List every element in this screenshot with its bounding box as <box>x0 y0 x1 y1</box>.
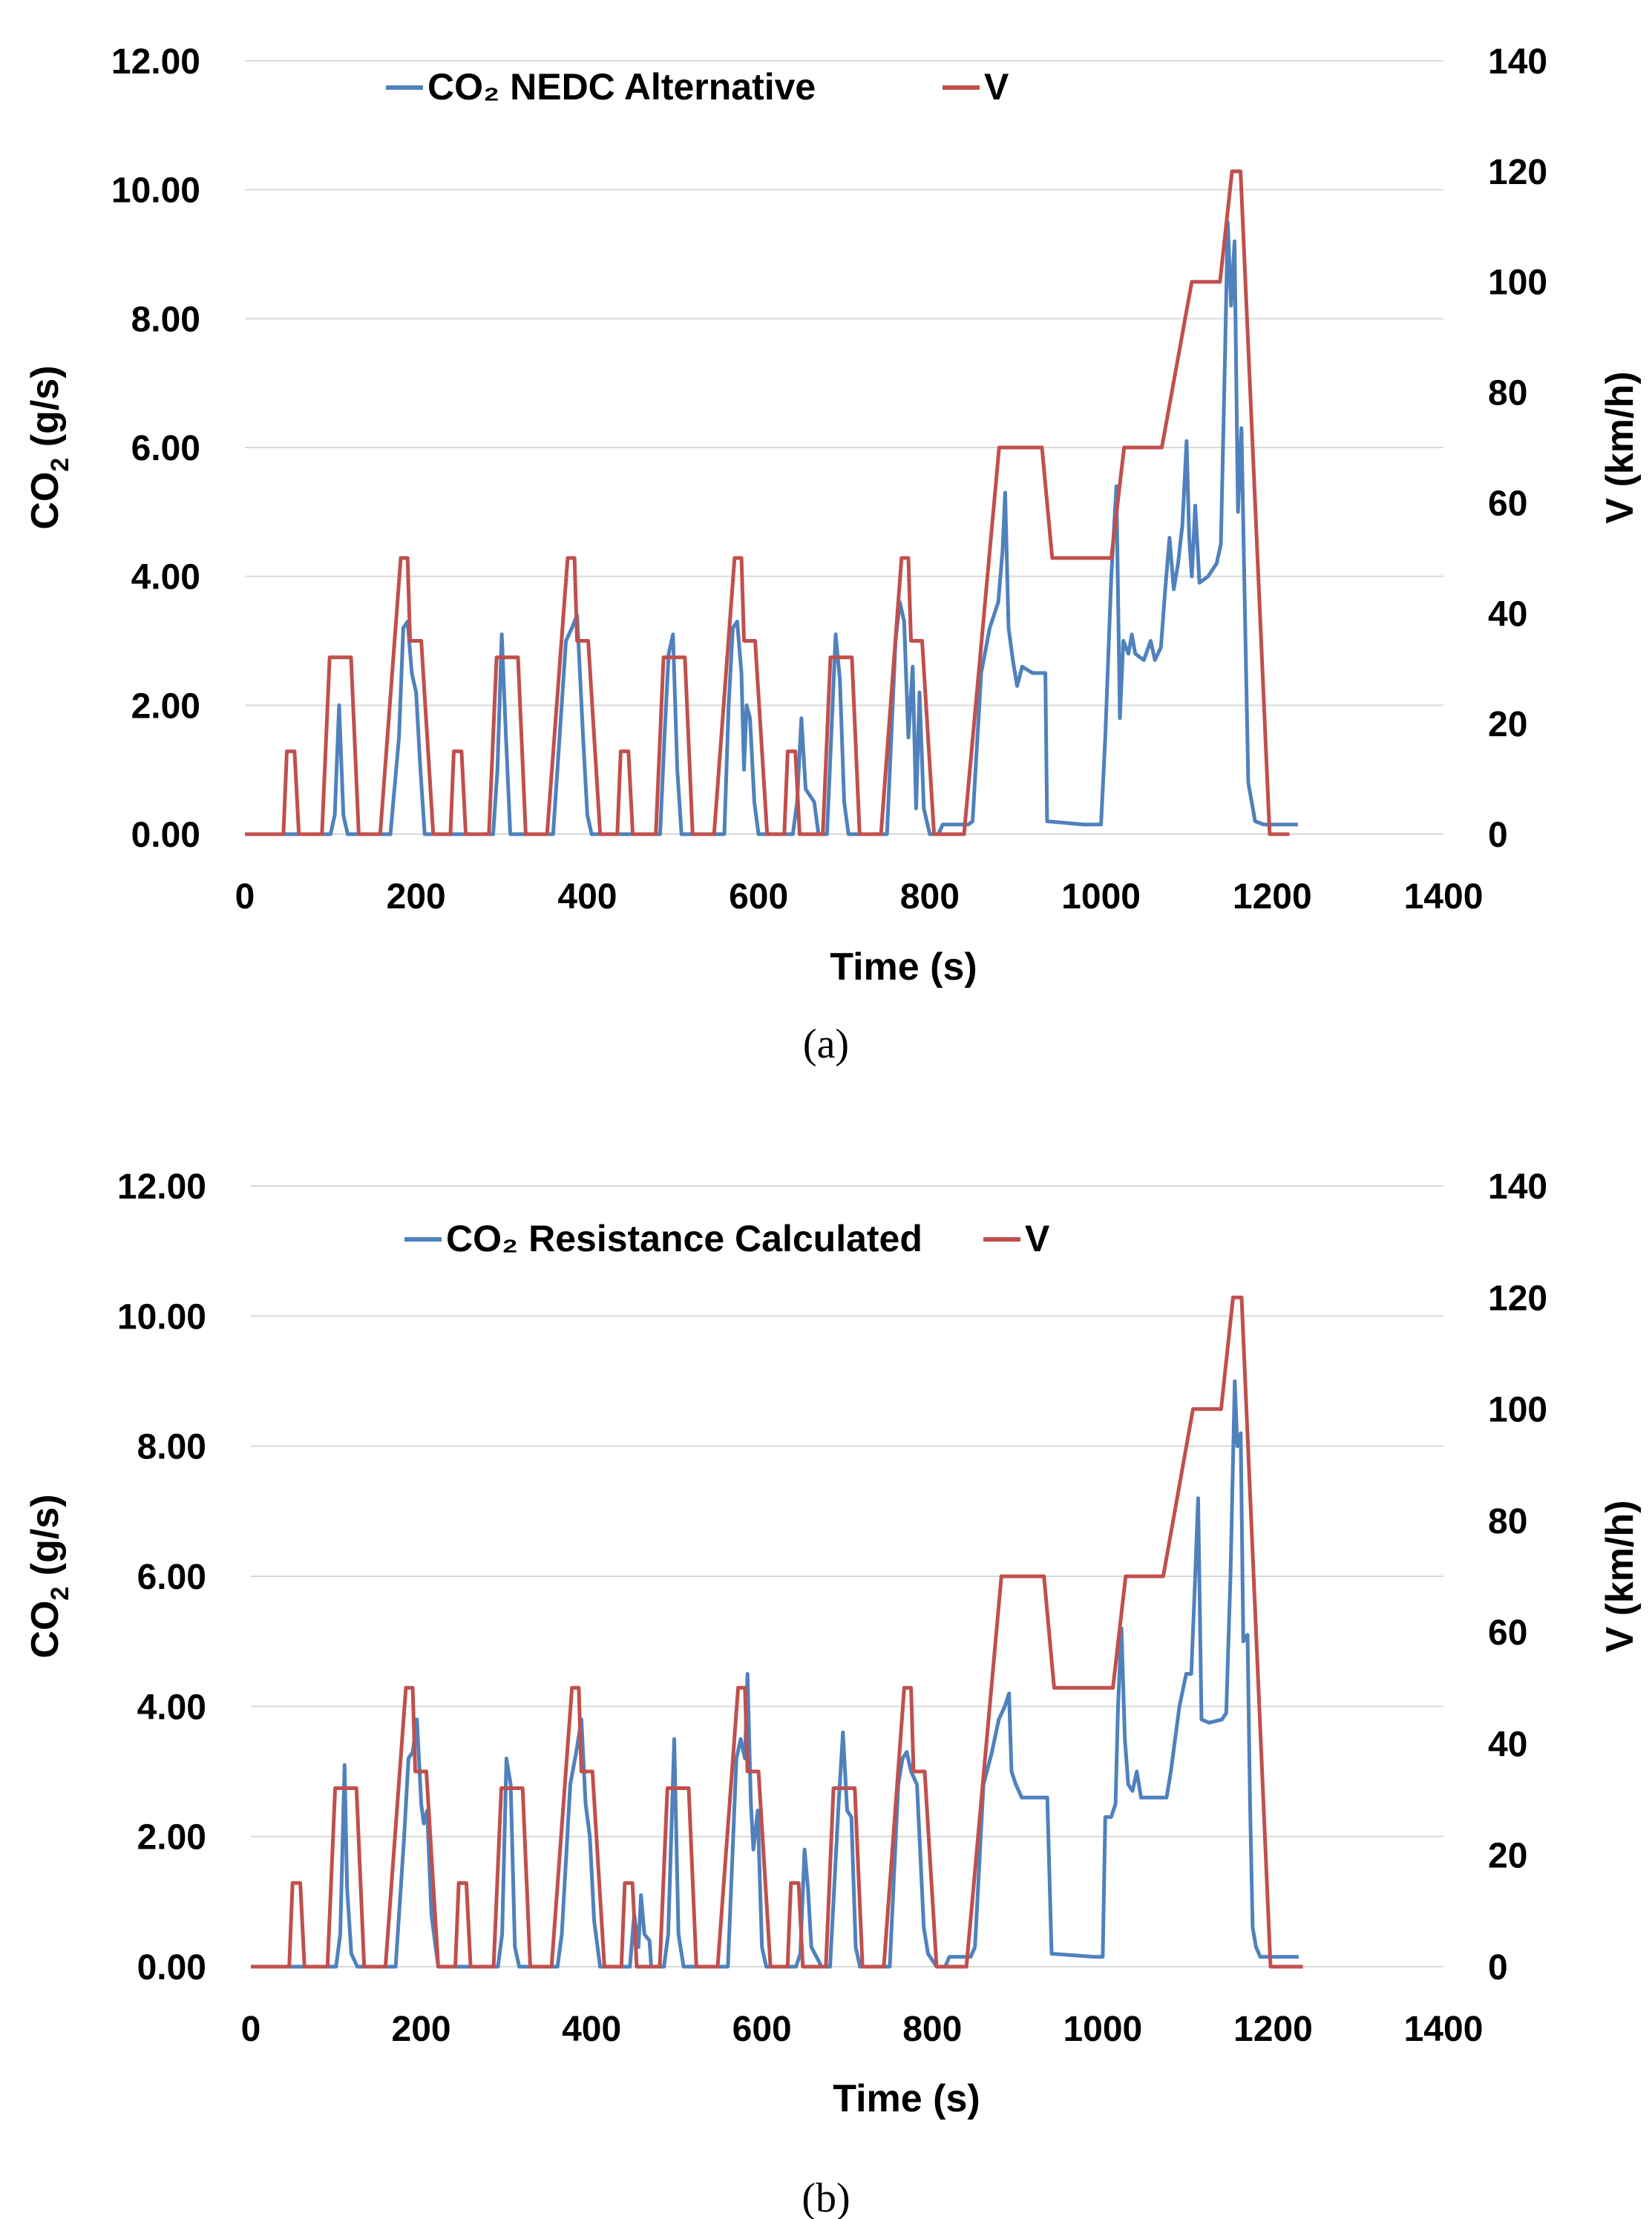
y-tick-label: 10.00 <box>117 1297 206 1337</box>
x-tick-label: 200 <box>392 2010 451 2049</box>
y2-axis-title: V (km/h) <box>1599 1500 1642 1652</box>
y-tick-label: 4.00 <box>137 1688 206 1727</box>
x-tick-label: 0 <box>241 2010 261 2049</box>
y-axis-title-subscript: 2 <box>46 458 74 472</box>
y-tick-label: 6.00 <box>131 429 200 468</box>
y2-tick-label: 80 <box>1488 1502 1527 1541</box>
legend-label-co2: CO₂ NEDC Alternative <box>427 66 816 108</box>
y-axis-title-subscript: 2 <box>46 1587 74 1601</box>
y-tick-label: 0.00 <box>131 816 200 855</box>
y2-tick-label: 100 <box>1488 1391 1547 1430</box>
series-line-speed <box>245 169 1290 836</box>
y2-tick-label: 140 <box>1488 42 1547 82</box>
y-axis-title-unit: (g/s) <box>24 1494 67 1586</box>
y-axis-title: CO2 (g/s) <box>24 1494 74 1658</box>
series-line-co2 <box>251 1379 1299 1969</box>
y2-tick-label: 20 <box>1488 1837 1527 1876</box>
x-tick-label: 600 <box>729 877 788 917</box>
series-line-speed <box>251 1295 1303 1969</box>
y2-tick-label: 140 <box>1488 1167 1547 1207</box>
x-tick-label: 0 <box>235 877 255 917</box>
y-tick-label: 12.00 <box>111 42 200 82</box>
y2-tick-label: 80 <box>1488 374 1527 413</box>
y-tick-label: 8.00 <box>131 300 200 339</box>
y2-axis-title: V (km/h) <box>1599 371 1642 523</box>
series-line-co2 <box>245 220 1298 836</box>
y-tick-label: 8.00 <box>137 1428 206 1467</box>
y2-tick-label: 20 <box>1488 705 1527 744</box>
y-tick-label: 4.00 <box>131 558 200 597</box>
y2-tick-label: 40 <box>1488 594 1527 634</box>
y2-tick-label: 0 <box>1488 816 1508 855</box>
y-axis-title-main: CO <box>24 1601 67 1659</box>
legend-label-co2: CO₂ Resistance Calculated <box>446 1218 922 1259</box>
x-tick-label: 800 <box>900 877 960 917</box>
chart-b: 0.00 2.00 4.00 6.00 8.00 10.00 12.00 0 20 40 60 80 1… <box>0 1113 1652 2219</box>
y2-tick-label: 100 <box>1488 263 1547 303</box>
figure-caption: (a) <box>803 1021 849 1067</box>
x-tick-label: 1400 <box>1404 877 1484 917</box>
y2-tick-label: 120 <box>1488 153 1547 192</box>
y-tick-label: 2.00 <box>131 686 200 726</box>
chart-a-svg: 0.002.004.006.008.0010.0012.000204060801… <box>24 42 1642 1067</box>
x-tick-label: 1200 <box>1233 2010 1313 2049</box>
y-axis-title-main: CO <box>24 472 67 530</box>
x-axis-title: Time (s) <box>830 945 977 989</box>
legend-label-speed: V <box>1025 1218 1050 1259</box>
x-tick-label: 1400 <box>1404 2010 1484 2049</box>
y-axis-title-unit: (g/s) <box>24 365 67 457</box>
y2-tick-label: 40 <box>1488 1725 1527 1764</box>
legend-label-speed: V <box>984 66 1009 108</box>
y-axis-title: CO2 (g/s) <box>24 365 74 529</box>
x-tick-label: 400 <box>557 877 617 917</box>
x-tick-label: 1000 <box>1061 877 1141 917</box>
y2-tick-label: 60 <box>1488 484 1527 523</box>
y-tick-label: 10.00 <box>111 171 200 211</box>
x-axis-title: Time (s) <box>833 2077 980 2120</box>
figure-caption: (b) <box>802 2175 850 2219</box>
y2-tick-label: 60 <box>1488 1613 1527 1653</box>
y2-tick-label: 120 <box>1488 1279 1547 1318</box>
x-tick-label: 1200 <box>1233 877 1312 917</box>
x-tick-label: 400 <box>562 2010 621 2049</box>
x-tick-label: 1000 <box>1063 2010 1142 2049</box>
y-tick-label: 2.00 <box>137 1818 206 1858</box>
chart-a: 0.00 2.00 4.00 6.00 8.00 10.00 12.00 0 20 40 60 80 1… <box>0 0 1652 1069</box>
y2-tick-label: 0 <box>1488 1948 1508 1987</box>
chart-b-svg: 0.002.004.006.008.0010.0012.000204060801… <box>24 1167 1642 2219</box>
y-tick-label: 6.00 <box>137 1558 206 1597</box>
x-tick-label: 600 <box>732 2010 792 2049</box>
y-tick-label: 0.00 <box>137 1948 206 1987</box>
y-tick-label: 12.00 <box>117 1167 206 1207</box>
x-tick-label: 800 <box>902 2010 962 2049</box>
x-tick-label: 200 <box>387 877 446 917</box>
